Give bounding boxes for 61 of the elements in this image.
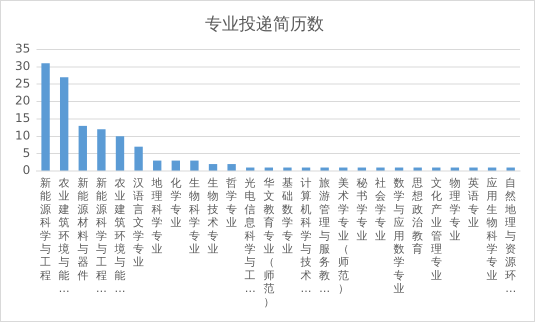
- bar: [394, 168, 404, 170]
- bar: [506, 168, 515, 170]
- category-label: 农业建筑环境与能…: [58, 176, 70, 296]
- y-tick-label: 15: [14, 111, 30, 126]
- bar: [488, 168, 496, 170]
- x-tick-label: 基础数学专业: [280, 176, 293, 256]
- category-label: 数学与应用数学专业: [394, 176, 405, 296]
- bar: [172, 160, 180, 170]
- x-tick-label: 社会学专业: [374, 176, 386, 242]
- x-tick-label: 新能源材料与器件: [76, 176, 88, 282]
- bar: [358, 168, 366, 170]
- y-tick-label: 10: [14, 128, 30, 142]
- bar: [376, 168, 385, 170]
- x-tick-label: 物理学专业: [449, 176, 460, 242]
- y-tick-label: 35: [14, 42, 30, 56]
- bar: [153, 160, 162, 170]
- x-tick-label: 地理科学专业: [150, 176, 163, 256]
- bar: [413, 168, 422, 170]
- x-tick-label: 生物技术专业: [206, 176, 219, 256]
- chart-title: 专业投递简历数: [205, 14, 324, 35]
- bar: [60, 77, 68, 170]
- x-tick-label: 应用生物科学专业: [486, 176, 498, 282]
- bar: [283, 168, 292, 170]
- category-label: 旅游管理与服务教…: [319, 176, 330, 296]
- x-tick-label: 生物科学专业: [188, 176, 200, 256]
- category-label: 美术学专业（师范）: [338, 176, 349, 296]
- bar: [246, 168, 254, 170]
- category-label: 农业建筑环境与能…: [114, 176, 126, 296]
- category-label: 光电信息科学与工…: [244, 176, 256, 296]
- y-tick-label: 5: [22, 146, 30, 160]
- bar: [190, 160, 199, 170]
- x-tick-label: 文化产业管理专业: [430, 176, 442, 282]
- bar: [450, 168, 460, 170]
- bar: [78, 126, 87, 170]
- bar: [134, 146, 143, 170]
- bar: [116, 136, 124, 170]
- category-label: 计算机科学与技术…: [300, 176, 312, 296]
- bar: [469, 168, 478, 170]
- x-tick-label: 新能源科学与工程: [40, 176, 52, 282]
- bar: [41, 63, 50, 170]
- bar: [264, 168, 274, 170]
- y-tick-label: 30: [14, 58, 30, 73]
- x-tick-label: 思想政治教育: [411, 176, 424, 256]
- category-label: 新能源科学与工程…: [96, 176, 107, 296]
- bar: [432, 168, 440, 170]
- y-tick-label: 0: [22, 163, 30, 178]
- bar: [227, 164, 236, 170]
- y-tick-label: 20: [14, 94, 30, 108]
- bar: [208, 164, 218, 170]
- x-tick-label: 哲学专业: [226, 176, 238, 230]
- bar: [320, 168, 329, 170]
- x-tick-label: 汉语言文学专业: [133, 176, 144, 269]
- x-tick-label: 化学专业: [170, 176, 182, 230]
- bar: [302, 168, 310, 170]
- y-tick-label: 25: [14, 76, 30, 90]
- bar: [339, 168, 348, 170]
- category-label: 自然地理与资源环…: [505, 176, 516, 296]
- x-tick-label: 秘书学专业: [356, 176, 368, 242]
- category-label: 华文教育专业（师范）: [263, 176, 274, 308]
- bar: [97, 129, 106, 170]
- x-tick-label: 英语专业: [468, 176, 479, 230]
